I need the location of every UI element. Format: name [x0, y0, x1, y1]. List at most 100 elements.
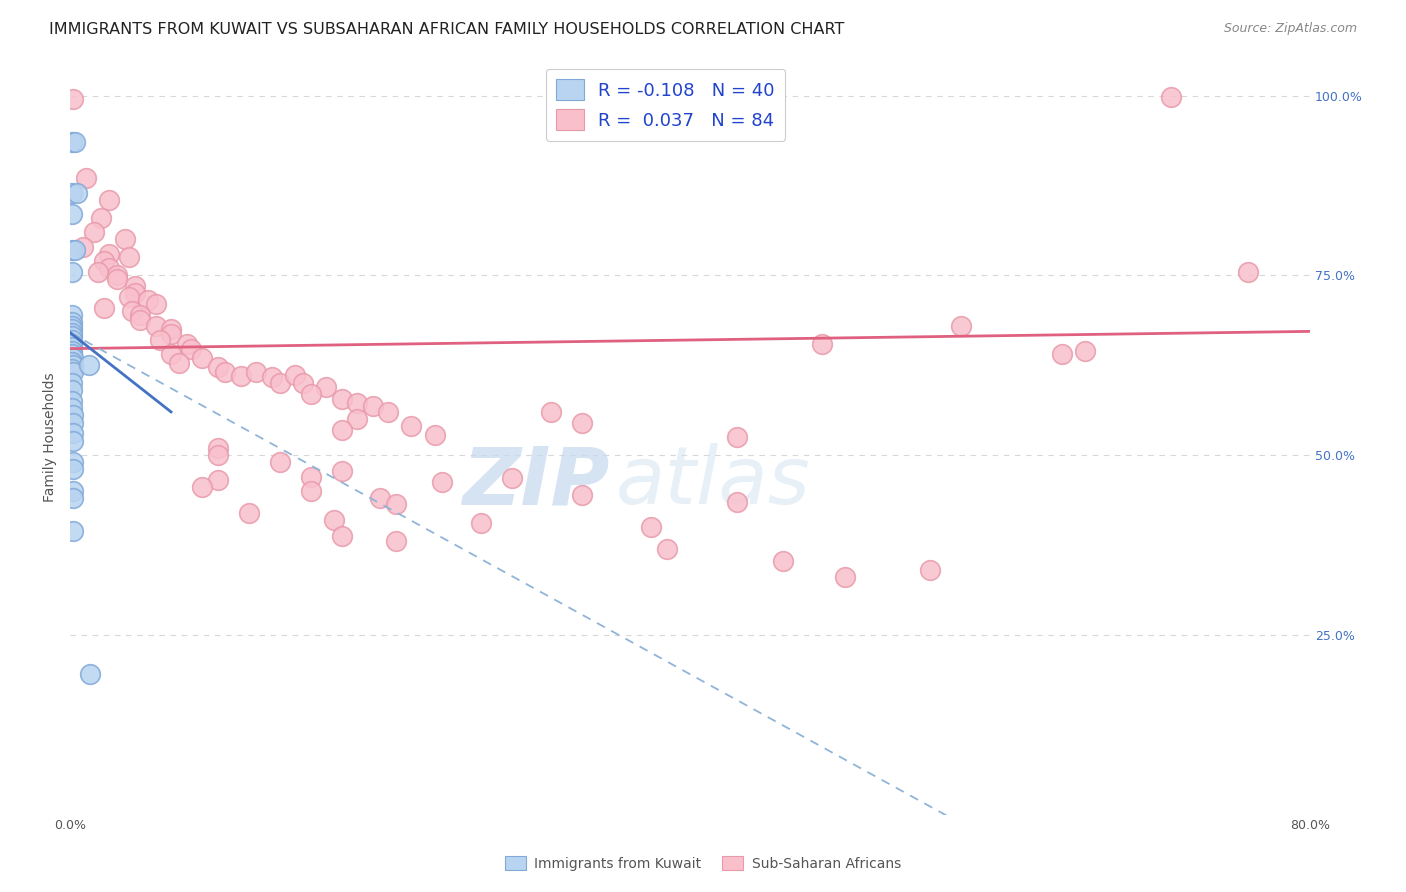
- Point: [98, 261, 121, 276]
- Point: [384, 534, 406, 549]
- Point: [60, 401, 83, 416]
- Point: [62, 409, 84, 423]
- Point: [167, 356, 190, 370]
- Point: [423, 428, 446, 442]
- Point: [62, 365, 84, 379]
- Point: [655, 541, 678, 556]
- Point: [470, 516, 492, 531]
- Point: [114, 232, 136, 246]
- Point: [1237, 265, 1260, 279]
- Point: [105, 268, 128, 283]
- Point: [60, 318, 83, 333]
- Point: [725, 495, 748, 509]
- Point: [145, 318, 167, 333]
- Point: [60, 347, 83, 361]
- Point: [160, 347, 183, 361]
- Point: [571, 416, 593, 430]
- Point: [191, 480, 214, 494]
- Point: [118, 290, 141, 304]
- Point: [330, 464, 353, 478]
- Point: [260, 370, 283, 384]
- Y-axis label: Family Households: Family Households: [44, 372, 58, 502]
- Legend: R = -0.108   N = 40, R =  0.037   N = 84: R = -0.108 N = 40, R = 0.037 N = 84: [546, 69, 786, 141]
- Point: [384, 497, 406, 511]
- Point: [65, 186, 87, 200]
- Point: [98, 193, 121, 207]
- Point: [62, 455, 84, 469]
- Point: [60, 351, 83, 365]
- Point: [920, 563, 942, 577]
- Point: [207, 473, 229, 487]
- Point: [62, 462, 84, 476]
- Point: [207, 360, 229, 375]
- Point: [725, 430, 748, 444]
- Point: [60, 376, 83, 391]
- Point: [83, 225, 105, 239]
- Point: [145, 297, 167, 311]
- Point: [330, 423, 353, 437]
- Point: [772, 554, 794, 568]
- Point: [93, 301, 115, 315]
- Point: [62, 426, 84, 441]
- Point: [60, 186, 83, 200]
- Point: [322, 513, 344, 527]
- Point: [129, 313, 152, 327]
- Point: [191, 351, 214, 365]
- Point: [63, 243, 86, 257]
- Point: [60, 207, 83, 221]
- Point: [118, 250, 141, 264]
- Point: [60, 354, 83, 368]
- Point: [62, 416, 84, 430]
- Point: [90, 211, 112, 225]
- Point: [62, 358, 84, 372]
- Point: [60, 336, 83, 351]
- Point: [124, 279, 146, 293]
- Legend: Immigrants from Kuwait, Sub-Saharan Africans: Immigrants from Kuwait, Sub-Saharan Afri…: [499, 850, 907, 876]
- Point: [60, 326, 83, 340]
- Point: [269, 376, 291, 391]
- Point: [176, 336, 198, 351]
- Point: [291, 376, 314, 391]
- Point: [62, 483, 84, 498]
- Point: [124, 286, 146, 301]
- Point: [129, 308, 152, 322]
- Point: [60, 384, 83, 398]
- Point: [60, 329, 83, 343]
- Point: [105, 272, 128, 286]
- Point: [62, 491, 84, 506]
- Point: [121, 304, 143, 318]
- Text: Source: ZipAtlas.com: Source: ZipAtlas.com: [1223, 22, 1357, 36]
- Point: [950, 318, 973, 333]
- Point: [149, 333, 172, 347]
- Point: [571, 487, 593, 501]
- Point: [93, 254, 115, 268]
- Point: [432, 475, 454, 490]
- Point: [245, 365, 267, 379]
- Point: [79, 667, 101, 681]
- Point: [77, 358, 100, 372]
- Point: [160, 322, 183, 336]
- Point: [60, 333, 83, 347]
- Point: [180, 342, 202, 356]
- Point: [1074, 343, 1097, 358]
- Point: [62, 351, 84, 365]
- Point: [60, 343, 83, 358]
- Text: ZIP: ZIP: [463, 443, 610, 521]
- Point: [62, 92, 84, 106]
- Point: [75, 171, 97, 186]
- Point: [207, 448, 229, 462]
- Point: [136, 293, 159, 308]
- Point: [60, 315, 83, 329]
- Text: IMMIGRANTS FROM KUWAIT VS SUBSAHARAN AFRICAN FAMILY HOUSEHOLDS CORRELATION CHART: IMMIGRANTS FROM KUWAIT VS SUBSAHARAN AFR…: [49, 22, 845, 37]
- Point: [60, 136, 83, 150]
- Point: [377, 405, 399, 419]
- Point: [315, 380, 337, 394]
- Point: [1050, 347, 1073, 361]
- Point: [87, 265, 110, 279]
- Point: [60, 394, 83, 409]
- Point: [640, 520, 662, 534]
- Point: [811, 336, 834, 351]
- Point: [160, 327, 183, 342]
- Point: [834, 570, 856, 584]
- Point: [62, 524, 84, 538]
